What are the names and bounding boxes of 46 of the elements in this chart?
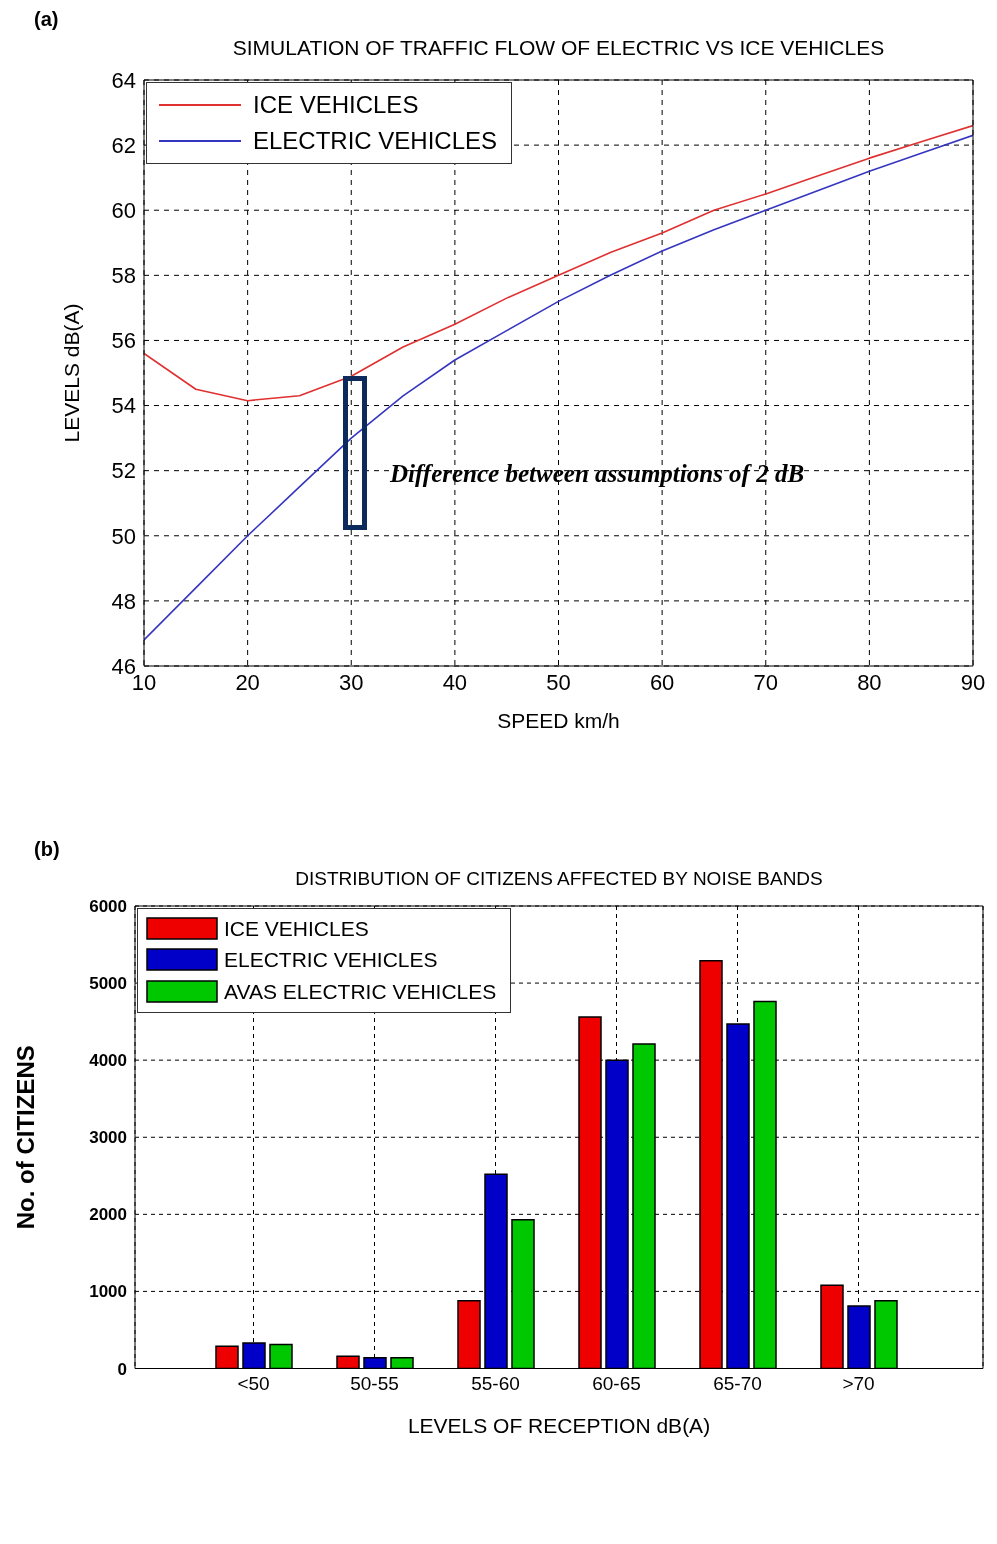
x-tick-label: <50 <box>237 1372 270 1394</box>
y-tick-label: 1000 <box>89 1282 127 1302</box>
y-tick-label: 3000 <box>89 1128 127 1148</box>
legend-label: ELECTRIC VEHICLES <box>253 127 498 155</box>
x-tick-label: 50-55 <box>350 1372 399 1394</box>
x-tick-label: >70 <box>842 1372 875 1394</box>
y-tick-label: 4000 <box>89 1051 127 1071</box>
y-axis-title: No. of CITIZENS <box>11 1045 39 1230</box>
y-tick-label: 64 <box>111 67 136 93</box>
x-tick-label: 20 <box>235 669 260 695</box>
text: (b) <box>34 838 60 861</box>
y-tick-label: 6000 <box>89 897 127 917</box>
y-tick-label: 54 <box>111 393 136 419</box>
y-tick-label: 2000 <box>89 1205 127 1225</box>
y-tick-label: 62 <box>111 132 136 158</box>
y-axis-title: LEVELS dB(A) <box>60 303 84 443</box>
x-tick-label: 60-65 <box>592 1372 641 1394</box>
x-tick-label: 90 <box>960 669 986 695</box>
y-tick-label: 60 <box>111 198 136 224</box>
y-tick-label: 48 <box>111 588 136 614</box>
text: (a) <box>34 8 59 31</box>
x-tick-label: 30 <box>339 669 364 695</box>
x-tick-label: 80 <box>857 669 882 695</box>
legend-label: AVAS ELECTRIC VEHICLES <box>224 979 497 1004</box>
y-tick-label: 52 <box>111 458 136 484</box>
y-tick-label: 50 <box>111 523 136 549</box>
y-tick-label: 58 <box>111 263 136 289</box>
annotation: Difference between assumptions of 2 dB <box>390 460 805 488</box>
x-tick-label: 50 <box>546 669 571 695</box>
legend-label: ICE VEHICLES <box>253 91 419 119</box>
chart-title: SIMULATION OF TRAFFIC FLOW OF ELECTRIC VS ICE VEHICLES <box>231 36 886 60</box>
x-tick-label: 60 <box>649 669 675 695</box>
x-tick-label: 40 <box>442 669 468 695</box>
y-tick-label: 5000 <box>89 974 127 994</box>
x-axis-title: SPEED km/h <box>497 709 620 732</box>
line-series <box>144 134 973 641</box>
x-tick-label: 65-70 <box>713 1372 762 1394</box>
y-tick-label: 0 <box>117 1359 127 1379</box>
x-axis-title: LEVELS OF RECEPTION dB(A) <box>407 1413 711 1437</box>
legend-label: ICE VEHICLES <box>224 916 369 941</box>
x-tick-label: 55-60 <box>471 1372 520 1394</box>
chart-title: DISTRIBUTION OF CITIZENS AFFECTED BY NOISE BANDS <box>294 868 824 890</box>
line-series <box>144 124 973 402</box>
y-tick-label: 56 <box>111 328 136 354</box>
legend-label: ELECTRIC VEHICLES <box>224 948 438 973</box>
x-tick-label: 70 <box>753 669 778 695</box>
